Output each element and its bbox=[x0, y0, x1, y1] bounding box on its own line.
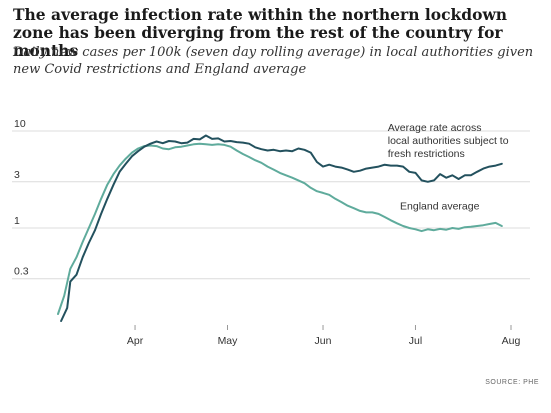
chart-subtitle: Daily new cases per 100k (seven day roll… bbox=[13, 45, 534, 77]
chart-title: The average infection rate within the no… bbox=[13, 5, 508, 60]
england-series-line bbox=[57, 142, 503, 315]
axis-ticks: 10 3 1 0.3 Apr May Jun Jul Aug bbox=[14, 118, 520, 347]
x-tick-label: Apr bbox=[127, 335, 144, 347]
series-annotations: Average rate across local authorities sub… bbox=[388, 122, 509, 213]
source-note: SOURCE: PHE bbox=[485, 379, 539, 386]
series-lines bbox=[57, 134, 503, 322]
lockdown-series-label: Average rate across local authorities sub… bbox=[388, 122, 509, 160]
x-tick-label: Jul bbox=[409, 335, 422, 347]
lockdown-series-line bbox=[60, 134, 503, 322]
y-tick-label: 10 bbox=[14, 118, 26, 130]
y-tick-label: 3 bbox=[14, 169, 20, 181]
x-tick-label: Jun bbox=[315, 335, 332, 347]
x-tick-label: May bbox=[218, 335, 239, 347]
y-tick-label: 1 bbox=[14, 215, 20, 227]
x-tick-label: Aug bbox=[502, 335, 521, 347]
y-tick-label: 0.3 bbox=[14, 266, 29, 278]
gridlines bbox=[12, 130, 530, 280]
england-series-label: England average bbox=[400, 201, 480, 213]
